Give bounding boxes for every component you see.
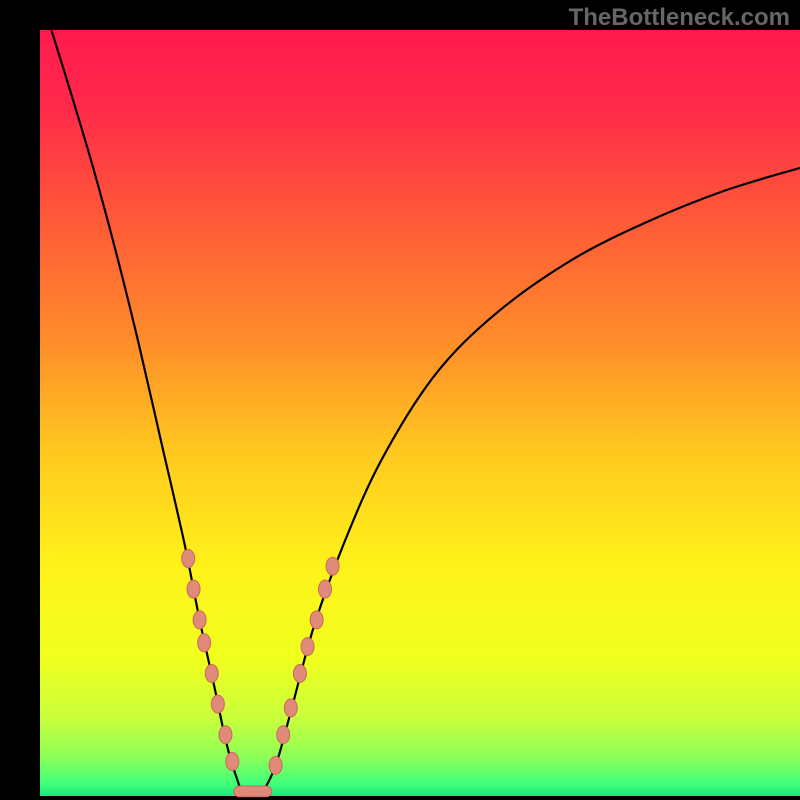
data-marker bbox=[284, 699, 297, 717]
data-marker bbox=[326, 557, 339, 575]
data-marker bbox=[293, 664, 306, 682]
data-marker bbox=[205, 664, 218, 682]
data-marker bbox=[277, 726, 290, 744]
data-marker bbox=[310, 611, 323, 629]
bottleneck-chart bbox=[0, 0, 800, 800]
data-marker bbox=[182, 550, 195, 568]
data-marker bbox=[187, 580, 200, 598]
data-marker-bar bbox=[234, 786, 272, 797]
data-marker bbox=[193, 611, 206, 629]
data-marker bbox=[319, 580, 332, 598]
data-marker bbox=[226, 753, 239, 771]
data-marker bbox=[301, 638, 314, 656]
data-marker bbox=[198, 634, 211, 652]
chart-container: TheBottleneck.com bbox=[0, 0, 800, 800]
data-marker bbox=[211, 695, 224, 713]
data-marker bbox=[269, 756, 282, 774]
watermark-text: TheBottleneck.com bbox=[569, 4, 790, 32]
data-marker bbox=[219, 726, 232, 744]
